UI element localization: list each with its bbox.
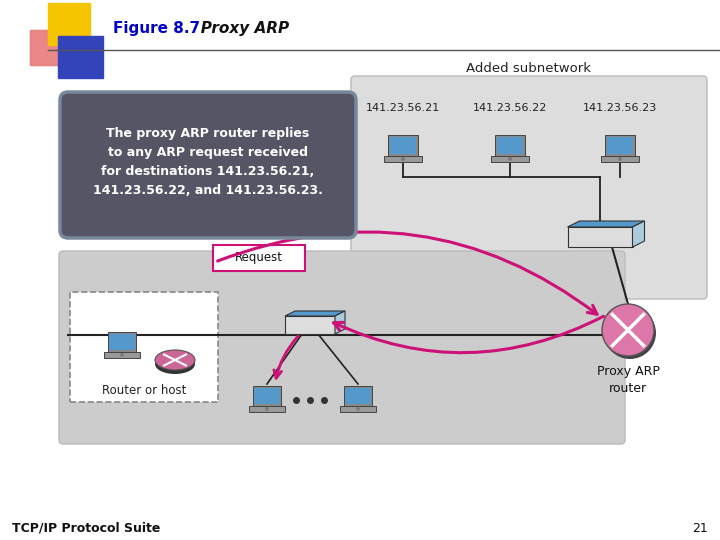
FancyBboxPatch shape — [213, 245, 305, 271]
Text: Proxy ARP: Proxy ARP — [185, 21, 289, 36]
Bar — [30, 30, 85, 65]
Text: 141.23.56.23: 141.23.56.23 — [583, 103, 657, 113]
Text: The proxy ARP router replies
to any ARP request received
for destinations 141.23: The proxy ARP router replies to any ARP … — [93, 127, 323, 197]
Circle shape — [356, 407, 360, 411]
Circle shape — [265, 407, 269, 411]
Text: TCP/IP Protocol Suite: TCP/IP Protocol Suite — [12, 522, 161, 535]
Text: Proxy ARP
router: Proxy ARP router — [597, 365, 660, 395]
Text: 141.23.56.22: 141.23.56.22 — [473, 103, 547, 113]
FancyArrowPatch shape — [274, 336, 298, 378]
Bar — [58, 36, 103, 78]
Circle shape — [618, 157, 622, 161]
FancyBboxPatch shape — [495, 135, 525, 156]
Circle shape — [120, 353, 124, 357]
Circle shape — [604, 307, 656, 359]
FancyBboxPatch shape — [104, 352, 140, 357]
FancyBboxPatch shape — [107, 333, 136, 352]
FancyBboxPatch shape — [605, 135, 635, 156]
FancyBboxPatch shape — [351, 76, 707, 299]
Ellipse shape — [155, 350, 195, 370]
FancyBboxPatch shape — [254, 388, 279, 404]
FancyBboxPatch shape — [285, 316, 335, 334]
Polygon shape — [335, 311, 345, 334]
FancyArrowPatch shape — [333, 316, 603, 353]
Polygon shape — [567, 221, 644, 227]
Text: Added subnetwork: Added subnetwork — [467, 62, 592, 75]
FancyBboxPatch shape — [390, 137, 416, 154]
Polygon shape — [632, 221, 644, 247]
FancyBboxPatch shape — [109, 334, 135, 350]
FancyArrowPatch shape — [217, 232, 597, 314]
Bar — [30, 30, 70, 65]
Text: Figure 8.7: Figure 8.7 — [113, 21, 200, 36]
FancyBboxPatch shape — [607, 137, 634, 154]
FancyBboxPatch shape — [60, 92, 356, 238]
FancyBboxPatch shape — [491, 156, 529, 162]
FancyBboxPatch shape — [70, 292, 218, 402]
FancyBboxPatch shape — [384, 156, 422, 162]
FancyBboxPatch shape — [388, 135, 418, 156]
FancyBboxPatch shape — [249, 406, 285, 411]
FancyBboxPatch shape — [340, 406, 376, 411]
FancyBboxPatch shape — [59, 251, 625, 444]
FancyBboxPatch shape — [346, 388, 371, 404]
FancyBboxPatch shape — [253, 387, 282, 406]
Ellipse shape — [155, 354, 195, 374]
FancyBboxPatch shape — [343, 387, 372, 406]
Text: Request: Request — [235, 252, 283, 265]
Bar — [48, 3, 90, 45]
FancyBboxPatch shape — [567, 227, 632, 247]
Circle shape — [401, 157, 405, 161]
FancyBboxPatch shape — [497, 137, 523, 154]
Text: 21: 21 — [692, 522, 708, 535]
Circle shape — [602, 304, 654, 356]
Text: Router or host: Router or host — [102, 383, 186, 396]
Text: 141.23.56.21: 141.23.56.21 — [366, 103, 440, 113]
FancyBboxPatch shape — [601, 156, 639, 162]
Circle shape — [508, 157, 512, 161]
Polygon shape — [285, 311, 345, 316]
